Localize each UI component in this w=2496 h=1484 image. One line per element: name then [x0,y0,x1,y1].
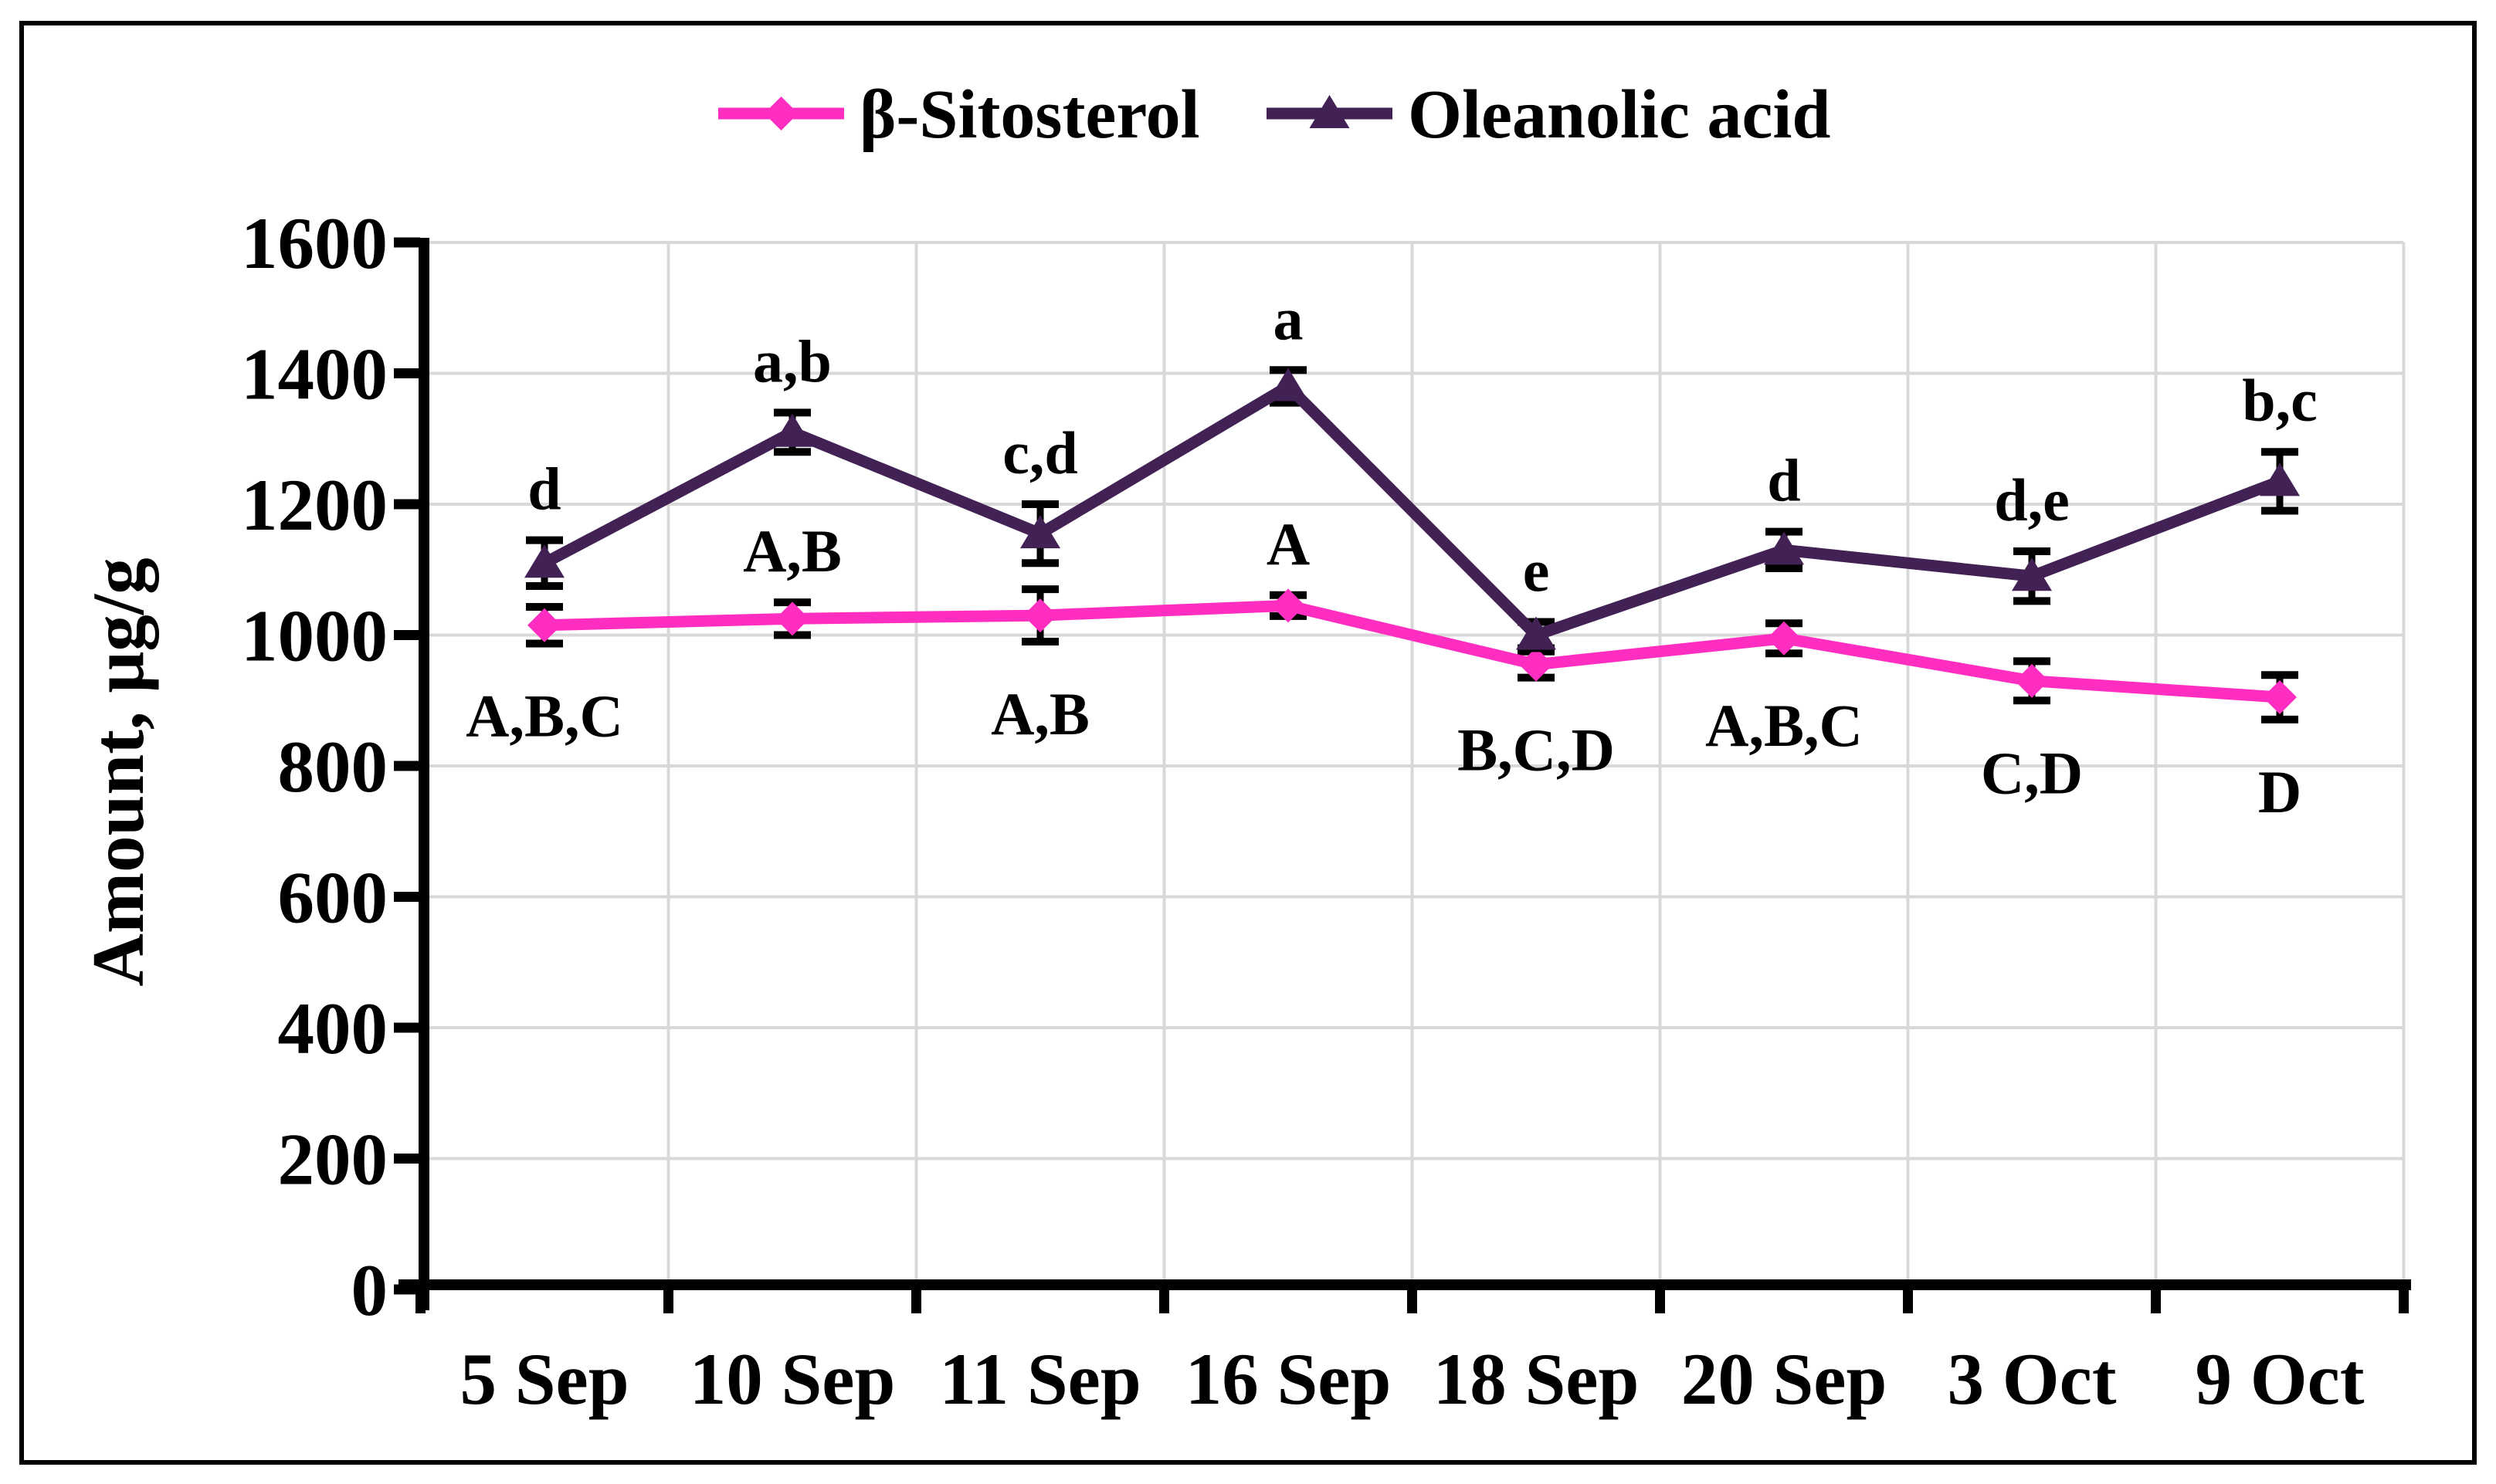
diamond-marker [527,608,561,642]
y-tick [394,368,420,378]
x-tick-label: 20 Sep [1681,1338,1887,1420]
triangle-marker [772,413,812,447]
point-label: e [1523,537,1550,605]
x-tick [415,1289,426,1313]
y-tick-label: 200 [278,1119,388,1201]
y-tick [394,1022,420,1033]
triangle-marker [524,544,565,578]
x-tick-label: 5 Sep [460,1338,629,1420]
y-axis-line [419,238,429,1310]
y-axis-title: Amount, μg/g [77,557,159,986]
diamond-marker [775,601,809,636]
y-tick [394,892,420,902]
y-tick [394,237,420,248]
axes [394,237,2411,1313]
x-tick-label: 16 Sep [1185,1338,1392,1420]
y-tick-label: 1400 [241,334,388,415]
point-label: d [1767,447,1800,514]
y-tick [394,1154,420,1164]
legend-label: Oleanolic acid [1408,76,1830,153]
x-tick [911,1289,921,1313]
triangle-marker [2260,462,2300,496]
diamond-marker [1271,588,1305,623]
x-tick [2151,1289,2161,1313]
point-label: c,d [1002,419,1078,486]
point-label: A,B,C [466,683,623,750]
triangle-marker [2012,557,2052,591]
legend: β-Sitosterol Oleanolic acid [718,76,1830,153]
x-tick [1903,1289,1913,1313]
y-tick [394,761,420,771]
point-label: d [527,456,561,523]
x-axis-line [398,1279,2411,1290]
x-tick [1159,1289,1169,1313]
y-tick-label: 600 [278,857,388,939]
triangle-marker [1268,368,1308,401]
y-tick-label: 0 [351,1249,388,1331]
point-label: a,b [753,327,832,395]
diamond-marker [1023,598,1057,633]
y-tick-label: 400 [278,988,388,1069]
triangle-marker [1516,616,1556,650]
y-tick-label: 800 [278,726,388,808]
point-label: d,e [1994,466,2070,534]
triangle-marker [1020,515,1060,549]
diamond-marker [1767,621,1801,656]
series-oleanolic-acid: d a,b c,d a e d d,e b,c [524,285,2318,652]
y-tick-label: 1200 [241,464,388,546]
series-line [544,599,2281,703]
figure-border [19,21,2477,1465]
point-label: B,C,D [1457,717,1615,784]
point-label: C,D [1981,739,2083,806]
x-tick-label: 11 Sep [939,1338,1141,1420]
x-tick-label: 18 Sep [1433,1338,1640,1420]
legend-triangle-marker [1309,95,1350,128]
diamond-marker [2015,663,2049,698]
legend-label: β-Sitosterol [860,76,1200,153]
point-label: a [1273,285,1304,352]
point-label: A,B [743,517,842,584]
point-label: A [1267,510,1310,578]
x-tick [663,1289,673,1313]
point-label: A,B,C [1705,692,1863,759]
x-tick [1407,1289,1417,1313]
series-line [541,380,2282,641]
diamond-marker [2263,680,2297,715]
x-tick [1655,1289,1665,1313]
point-label: D [2258,758,2301,825]
x-axis-labels: 5 Sep 10 Sep 11 Sep 16 Sep 18 Sep 20 Sep 3 Oct… [460,1338,2364,1420]
triangle-marker [1764,531,1804,565]
point-label: b,c [2242,367,2318,434]
x-tick-label: 3 Oct [1948,1338,2117,1420]
y-tick-label: 1600 [241,202,388,284]
y-tick-label: 1000 [241,595,388,677]
y-axis-labels: 0 200 400 600 800 1000 1200 1400 1600 [241,202,388,1331]
diamond-marker [1519,647,1553,682]
x-tick [2399,1289,2409,1313]
gridlines [429,241,2406,1289]
point-label: A,B [991,680,1090,747]
legend-diamond-marker [764,97,799,130]
y-tick [394,499,420,510]
y-tick [394,630,420,640]
y-tick [394,1284,420,1295]
x-tick-label: 10 Sep [690,1338,896,1420]
legend-item-oleanolic-acid: Oleanolic acid [1267,76,1830,153]
series-beta-sitosterol: A,B,C A,B A,B A B,C,D A,B,C C,D D [466,510,2301,825]
legend-item-beta-sitosterol: β-Sitosterol [718,76,1200,153]
x-tick-label: 9 Oct [2196,1338,2365,1420]
